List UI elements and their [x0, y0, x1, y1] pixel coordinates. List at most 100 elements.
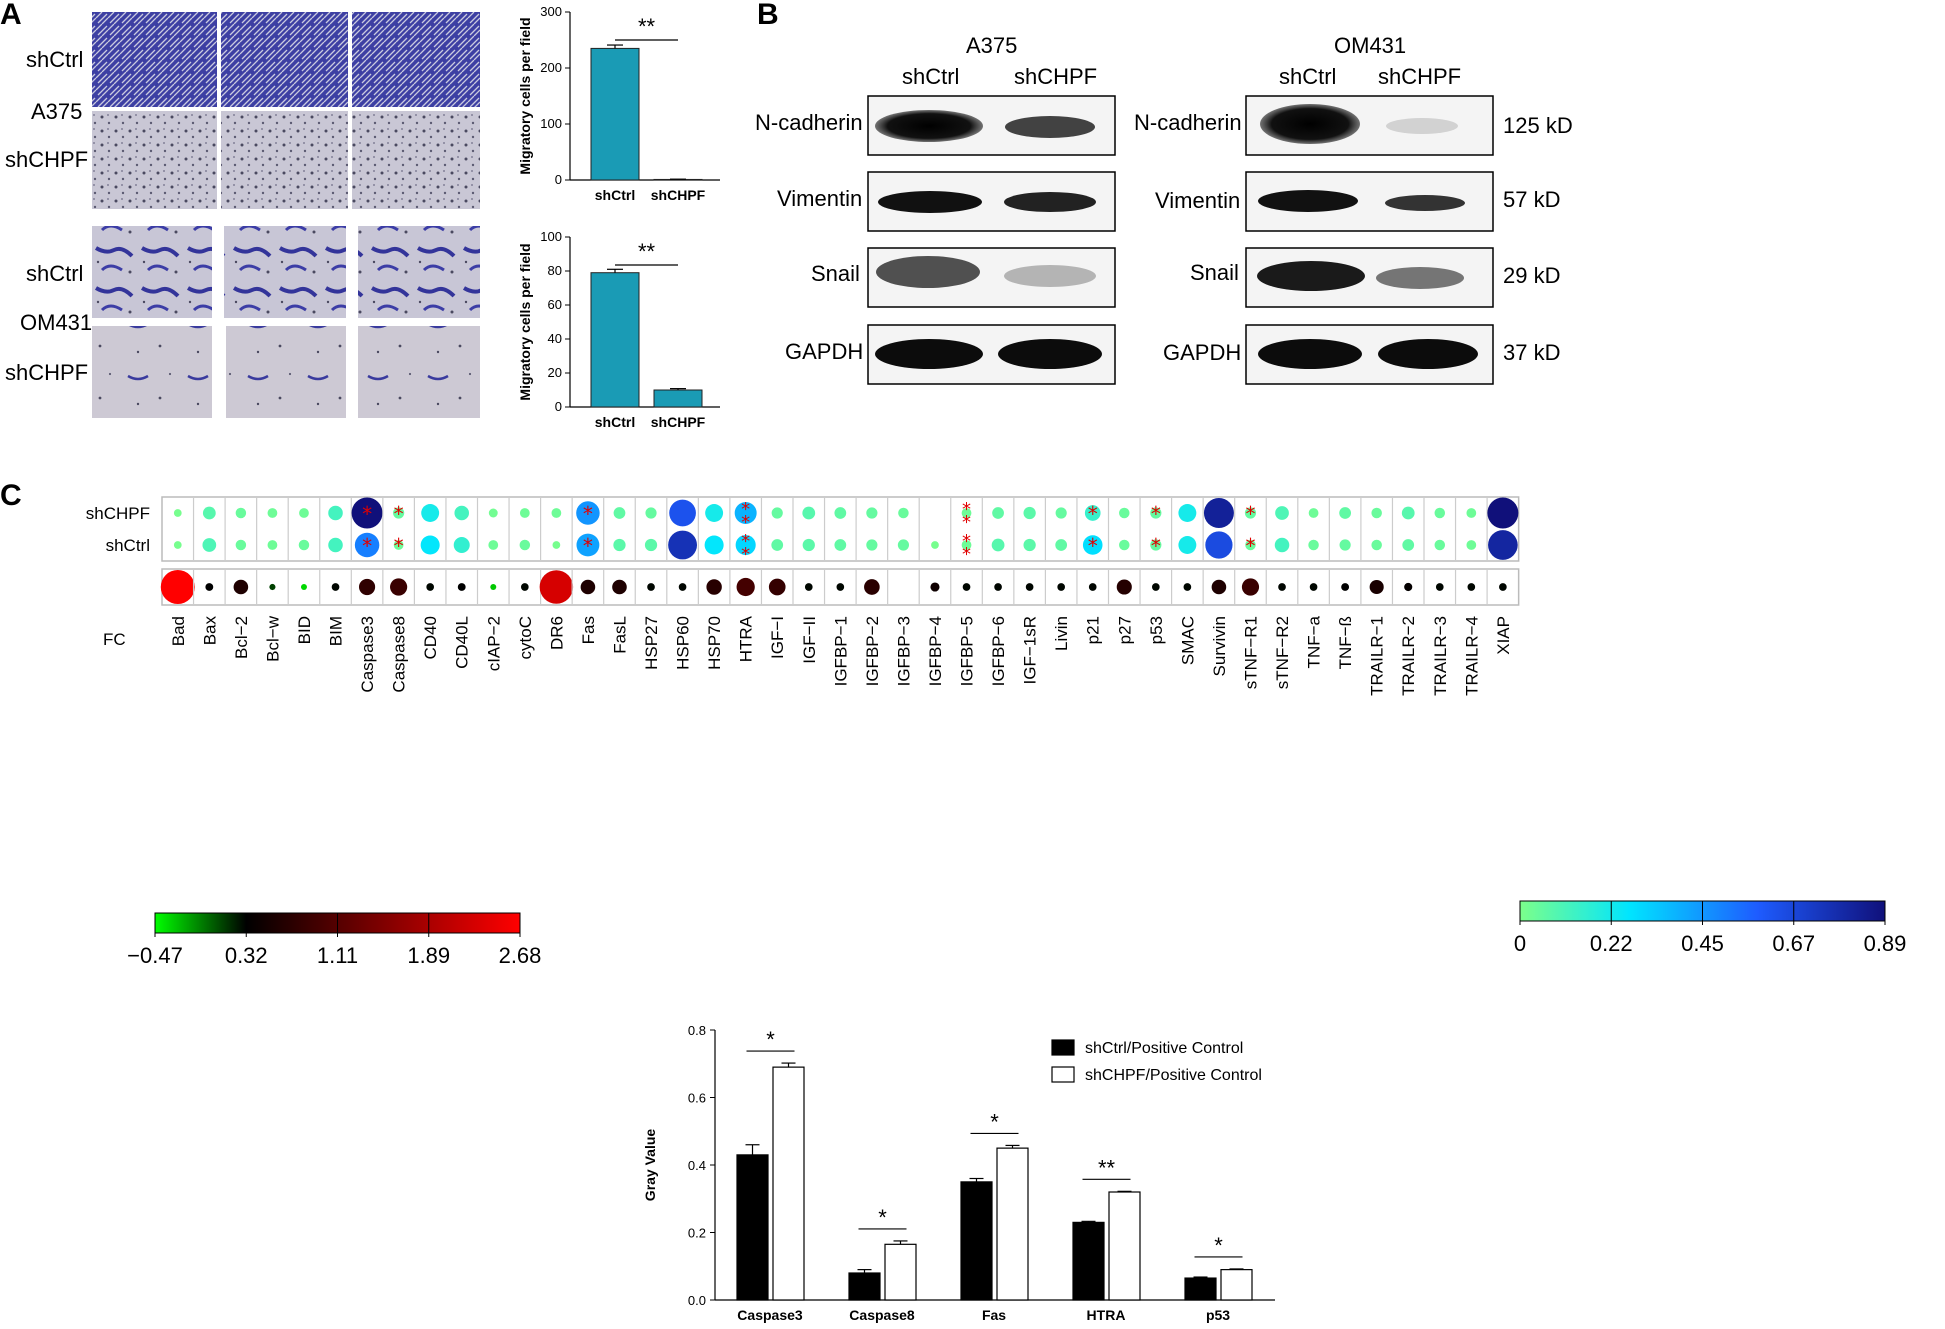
gray-value-chart: 0.0 0.2 0.4 0.6 0.8 Gray Value * Caspase3 * Caspa…	[642, 1023, 1275, 1323]
dot-shctrl-CD40L	[453, 536, 470, 554]
fc-dot-TNF−a	[1309, 583, 1318, 591]
om431-migration-sig-stars: **	[638, 239, 656, 264]
dot-shctrl-TRAILR−1	[1371, 539, 1382, 551]
protein-label-Survivin: Survivin	[1210, 616, 1229, 676]
dot-shctrl-TRAILR−2	[1402, 539, 1415, 551]
a375-migration-ytick-label-3: 300	[540, 4, 562, 19]
protein-label-IGFBP−4: IGFBP−4	[926, 616, 945, 686]
fc-dot-Bcl−w	[269, 583, 276, 591]
dot-shchpf-IGFBP−1	[834, 507, 847, 519]
dot-shctrl-IGFBP−5	[961, 540, 972, 550]
band-om431-vimentin-shchpf	[1385, 195, 1465, 211]
sig-shctrl-Fas: *	[583, 534, 593, 558]
dot-shchpf-DR6	[551, 508, 562, 518]
migration-chart-a375: 0 100 200 300 Migratory cells per field shCtr…	[517, 4, 720, 203]
protein-label-TRAILR−4: TRAILR−4	[1462, 616, 1481, 696]
gray-sig-Fas: *	[990, 1109, 999, 1134]
a375-shctrl-label: shCtrl	[26, 47, 83, 72]
panel-a: A shCtrl A375 shCHPF shCtrl OM431 shCHPF…	[0, 0, 720, 430]
gray-legend-swatch-0	[1051, 1039, 1075, 1056]
fc-dot-sTNF−R1	[1241, 578, 1260, 596]
dot-shchpf-TNF−a	[1308, 508, 1319, 518]
fc-dot-BIM	[331, 583, 340, 591]
a375-cell-line-label: A375	[31, 99, 82, 124]
fc-row-label: FC	[103, 630, 126, 649]
fc-dot-p53	[1151, 583, 1160, 591]
fc-dot-Survivin	[1211, 579, 1227, 595]
om431-migration-bar-shCHPF	[653, 389, 703, 408]
dot-shctrl-IGFBP−4	[931, 541, 939, 549]
om431-shctrl-label: shCtrl	[26, 261, 83, 286]
sig-shchpf-Caspase8: *	[394, 502, 404, 526]
protein-label-TNF−a: TNF−a	[1305, 615, 1324, 668]
fc-dot-CD40	[426, 583, 435, 591]
gray-bar-Fas-shchpf	[996, 1147, 1029, 1301]
gray-bar-Caspase8-shctrl	[848, 1272, 881, 1301]
dot-shchpf-TRAILR−4	[1466, 508, 1477, 518]
fc-dot-HSP60	[678, 583, 687, 591]
dot-shctrl-Caspase8	[393, 540, 404, 550]
dot-shchpf-BIM	[328, 505, 343, 521]
protein-label-BID: BID	[295, 616, 314, 644]
dot-shctrl-cIAP−2	[488, 540, 499, 550]
micrograph-a375-shctrl-2	[221, 12, 348, 107]
dot-shchpf-IGF−I	[771, 507, 783, 519]
size-snail: 29 kD	[1503, 263, 1560, 288]
fc-dot-Fas	[580, 579, 596, 595]
fc-dot-IGF−I	[768, 578, 786, 596]
protein-label-IGF−1sR: IGF−1sR	[1021, 616, 1040, 685]
gray-bar-Caspase3-shchpf	[772, 1066, 805, 1301]
fc-colorbar-label-4: 2.68	[499, 943, 542, 968]
size-vimentin: 57 kD	[1503, 187, 1560, 212]
dot-shchpf-sTNF−R2	[1275, 506, 1289, 520]
fc-dot-FasL	[612, 579, 627, 595]
fc-dot-Bad	[160, 570, 195, 604]
protein-label-sTNF−R1: sTNF−R1	[1241, 616, 1260, 689]
dot-shchpf-Bcl−w	[267, 508, 278, 518]
shchpf-row-label: shCHPF	[86, 504, 150, 523]
dot-shctrl-HTRA	[735, 534, 756, 556]
protein-label-TRAILR−2: TRAILR−2	[1399, 616, 1418, 696]
a375-migration-ytick-label-0: 0	[555, 172, 562, 187]
fc-dot-TRAILR−2	[1404, 582, 1413, 592]
dot-shctrl-IGFBP−1	[834, 539, 847, 551]
dot-shctrl-FasL	[613, 538, 626, 552]
om431-migration-ytick-label-4: 80	[548, 263, 562, 278]
gray-bar-p53-shctrl	[1184, 1277, 1217, 1301]
protein-label-BIM: BIM	[327, 616, 346, 646]
protein-label-IGFBP−1: IGFBP−1	[831, 616, 850, 686]
dot-shctrl-IGF−II	[802, 538, 815, 552]
gray-xlabel-p53: p53	[1206, 1307, 1230, 1323]
dot-shchpf-CD40	[421, 504, 440, 522]
protein-label-HSP27: HSP27	[642, 616, 661, 670]
gray-sig-Caspase3: *	[766, 1027, 775, 1052]
protein-label-CD40L: CD40L	[453, 616, 472, 669]
sig-shctrl-sTNF−R1: *	[1245, 534, 1255, 558]
micrograph-om431-shchpf-3	[358, 326, 480, 418]
gray-ytick-label-1: 0.2	[688, 1226, 706, 1241]
band-a375-vimentin-shchpf	[1004, 192, 1096, 212]
fc-colorbar-label-1: 0.32	[225, 943, 268, 968]
a375-shchpf-label: shCHPF	[5, 147, 88, 172]
fc-dot-IGFBP−2	[864, 579, 880, 595]
fc-dot-TRAILR−3	[1435, 583, 1444, 591]
micrograph-a375-shctrl-1	[92, 12, 217, 107]
fc-colorbar: −0.47 0.32 1.11 1.89 2.68	[127, 912, 542, 968]
fc-dot-IGFBP−6	[994, 583, 1002, 591]
fc-dot-TRAILR−1	[1369, 579, 1384, 595]
om431-migration-ytick-label-3: 60	[548, 297, 562, 312]
protein-label-sTNF−R2: sTNF−R2	[1273, 616, 1292, 689]
fc-dot-p21	[1088, 583, 1097, 591]
dot-shchpf-IGFBP−6	[992, 507, 1004, 519]
dot-shchpf-HSP60	[669, 499, 696, 527]
panel-c: C FC shCHPF shCtrl Bad Bax Bcl−2 Bcl−w BID BIM *…	[0, 479, 1906, 1323]
micrograph-a375-shchpf-3	[352, 111, 480, 209]
sig-shchpf-HTRA-b: *	[741, 512, 750, 533]
protein-label-p27: p27	[1115, 616, 1134, 644]
om431-cell-line-label: OM431	[20, 310, 92, 335]
protein-label-p21: p21	[1084, 616, 1103, 644]
protein-label-HSP60: HSP60	[674, 616, 693, 670]
band-a375-snail-shctrl	[876, 256, 980, 288]
a375-migration-ylabel: Migratory cells per field	[517, 17, 533, 174]
